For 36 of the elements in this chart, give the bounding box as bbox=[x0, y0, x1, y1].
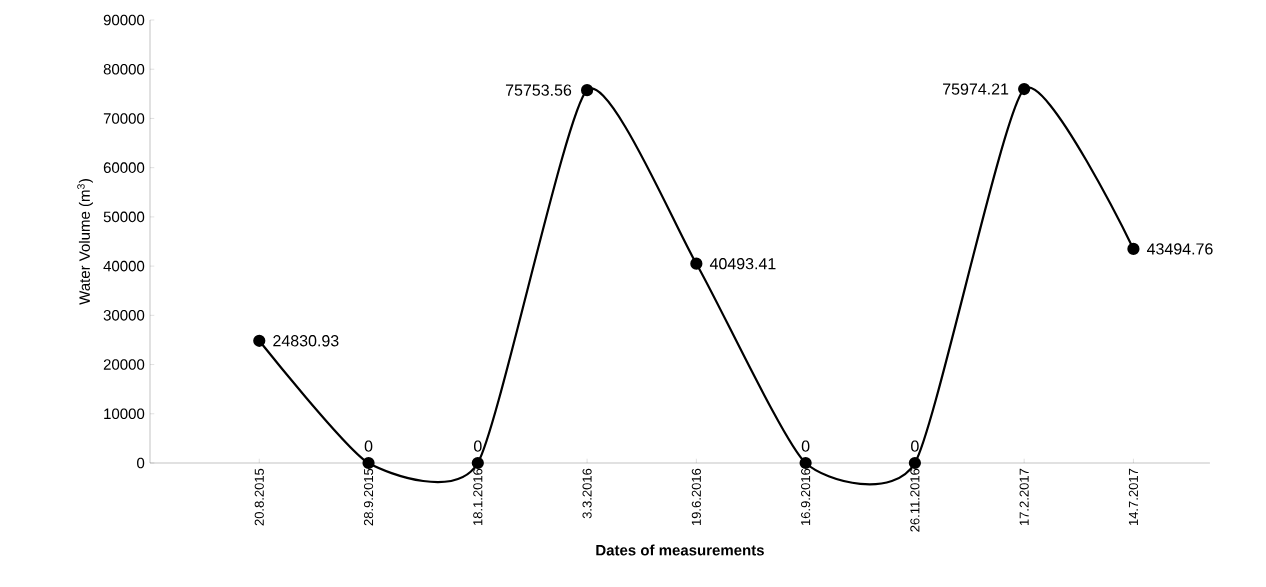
data-label: 0 bbox=[911, 440, 919, 452]
point bbox=[253, 334, 266, 347]
y-tick-label: 30000 bbox=[103, 310, 145, 321]
x-tick-label: 26.11.2016 bbox=[910, 468, 920, 532]
point bbox=[362, 456, 375, 470]
y-tick-label: 0 bbox=[137, 457, 145, 469]
y-tick-label: 90000 bbox=[103, 14, 145, 26]
x-tick-label: 28.9.2015 bbox=[363, 468, 374, 526]
y-tick-label: 10000 bbox=[104, 408, 145, 420]
data-label: 75974.21 bbox=[943, 83, 1009, 95]
point bbox=[1127, 242, 1140, 256]
data-label: 40493.41 bbox=[709, 258, 776, 270]
data-label: 75753.56 bbox=[505, 84, 572, 96]
x-tick-label: 19.6.2016 bbox=[691, 468, 701, 526]
point bbox=[1018, 82, 1031, 96]
y-tick-label: 70000 bbox=[103, 113, 145, 124]
x-tick-label: 17.2.2017 bbox=[1019, 468, 1029, 526]
data-label: 43494.76 bbox=[1146, 243, 1213, 255]
x-axis-title: Dates of measurements bbox=[596, 544, 764, 556]
y-tick-label: 20000 bbox=[103, 359, 145, 370]
y-axis-title: Water Volume (m$^{3}$) bbox=[77, 179, 93, 305]
x-tick-label: 18.1.2016 bbox=[473, 468, 483, 526]
y-tick-label: 80000 bbox=[103, 63, 145, 75]
data-label: 0 bbox=[364, 440, 373, 452]
y-tick-label: 60000 bbox=[103, 162, 145, 173]
x-tick-label: 14.7.2017 bbox=[1128, 468, 1139, 526]
data-label: 24830.93 bbox=[273, 335, 339, 347]
x-tick-label: 20.8.2015 bbox=[254, 468, 264, 526]
point bbox=[580, 84, 594, 97]
y-tick-label: 40000 bbox=[103, 260, 145, 272]
point bbox=[690, 257, 703, 270]
y-tick-label: 50000 bbox=[103, 211, 145, 223]
x-tick-label: 16.9.2016 bbox=[801, 468, 811, 526]
x-tick-label: 3.3.2016 bbox=[582, 468, 592, 519]
data-label: 0 bbox=[473, 440, 482, 452]
data-label: 0 bbox=[801, 440, 810, 452]
